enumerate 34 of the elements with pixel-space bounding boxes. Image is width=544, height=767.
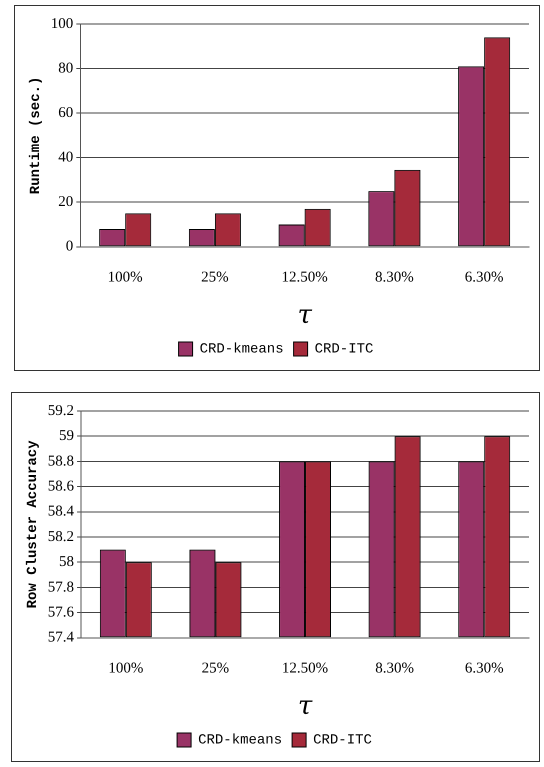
y-tick-label: 58 [59, 554, 74, 570]
y-tick-label: 40 [58, 150, 74, 166]
y-tick-label: 20 [58, 194, 74, 210]
y-tick-label: 58.4 [48, 504, 75, 520]
legend-label: CRD-kmeans [200, 342, 284, 358]
y-tick-label: 57.6 [48, 604, 75, 621]
legend-label: CRD-ITC [314, 342, 374, 358]
y-tick-label: 58.8 [48, 453, 74, 470]
x-tick-label: 12.50% [282, 660, 328, 677]
x-tick-label: 8.30% [375, 660, 414, 677]
y-tick-label: 59 [59, 428, 74, 444]
legend-label: CRD-kmeans [198, 732, 282, 749]
y-axis-title: Row Cluster Accuracy [24, 440, 41, 608]
x-axis-title: τ [297, 300, 312, 330]
x-tick-label: 6.30% [464, 270, 504, 286]
x-axis-title: τ [298, 691, 313, 722]
x-tick-label: 25% [201, 270, 229, 286]
x-tick-label: 12.50% [282, 270, 328, 286]
y-tick-label: 80 [58, 60, 74, 76]
x-tick-label: 8.30% [375, 270, 414, 286]
x-tick-label: 100% [108, 270, 143, 286]
y-tick-label: 57.4 [48, 630, 75, 646]
y-tick-label: 57.8 [48, 579, 74, 596]
y-tick-label: 100 [50, 16, 74, 32]
y-tick-label: 60 [58, 105, 74, 122]
y-tick-label: 59.2 [48, 402, 74, 419]
legend-label: CRD-ITC [313, 732, 372, 749]
y-axis-title: Runtime (sec.) [28, 76, 44, 194]
x-tick-label: 6.30% [464, 660, 504, 677]
y-tick-label: 0 [66, 238, 74, 255]
x-tick-label: 100% [108, 660, 144, 677]
x-tick-label: 25% [202, 660, 230, 677]
y-tick-label: 58.2 [48, 528, 74, 545]
y-tick-label: 58.6 [48, 478, 75, 495]
